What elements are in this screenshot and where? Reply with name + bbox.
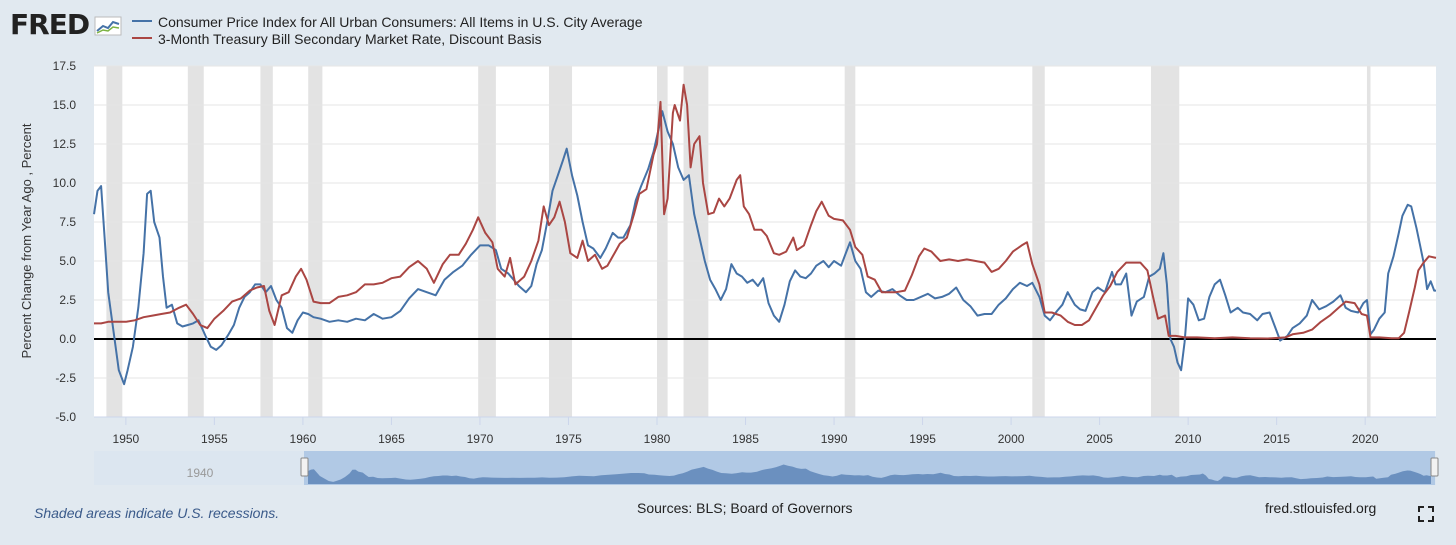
fred-logo[interactable]: FRED [10, 8, 122, 41]
recession-band-6 [657, 66, 668, 417]
legend-label-cpi: Consumer Price Index for All Urban Consu… [158, 14, 643, 30]
y-tick-label-1: -2.5 [55, 371, 76, 385]
x-tick-label-4: 1970 [467, 432, 494, 446]
y-axis-label: Percent Change from Year Ago , Percent [19, 123, 34, 358]
x-tick-label-13: 2015 [1263, 432, 1290, 446]
fullscreen-icon[interactable] [1418, 506, 1434, 522]
series-lines [93, 83, 1437, 386]
x-tick-label-1: 1955 [201, 432, 228, 446]
recession-band-9 [1032, 66, 1045, 417]
recession-band-11 [1366, 66, 1371, 417]
series-line-tbill [94, 83, 1437, 340]
range-navigator[interactable]: 1940 [94, 451, 1439, 485]
y-tick-label-0: -5.0 [55, 410, 76, 424]
legend-label-tbill: 3-Month Treasury Bill Secondary Market R… [158, 31, 542, 47]
y-tick-label-5: 7.5 [59, 215, 76, 229]
recession-band-3 [308, 66, 323, 417]
x-tick-label-14: 2020 [1352, 432, 1379, 446]
navigator-handle-left[interactable] [300, 457, 309, 477]
y-tick-label-8: 15.0 [53, 98, 77, 112]
recession-band-1 [187, 66, 204, 417]
chart-legend: Consumer Price Index for All Urban Consu… [132, 14, 643, 48]
x-tick-label-11: 2005 [1086, 432, 1113, 446]
x-tick-label-9: 1995 [909, 432, 936, 446]
series-line-cpi [93, 110, 1436, 386]
chart-area: -5.0 -2.5 0.0 2.5 5.0 7.5 10.0 12.5 15.0 17.5 195… [19, 59, 1439, 485]
recession-band-10 [1150, 66, 1180, 417]
plot-background [94, 66, 1436, 417]
y-tick-label-7: 12.5 [53, 137, 77, 151]
y-tick-label-9: 17.5 [53, 59, 77, 73]
site-link[interactable]: fred.stlouisfed.org [1265, 500, 1377, 516]
fred-logo-text: FRED [10, 8, 90, 41]
recession-band-0 [106, 66, 123, 417]
y-tick-label-2: 0.0 [59, 332, 76, 346]
recession-band-5 [549, 66, 573, 417]
legend-item-tbill[interactable]: 3-Month Treasury Bill Secondary Market R… [132, 31, 643, 48]
chart-header: FRED Consumer Price Index for All Urban … [0, 0, 1456, 56]
y-tick-label-6: 10.0 [53, 176, 77, 190]
navigator-handle-right[interactable] [1430, 457, 1439, 477]
legend-swatch-cpi [132, 20, 152, 23]
y-tick-label-3: 2.5 [59, 293, 76, 307]
navigator-label-1940: 1940 [187, 466, 214, 480]
sources-text: Sources: BLS; Board of Governors [637, 500, 853, 516]
navigator-series-area [308, 464, 1431, 484]
x-tick-label-2: 1960 [290, 432, 317, 446]
legend-item-cpi[interactable]: Consumer Price Index for All Urban Consu… [132, 14, 643, 31]
x-tick-label-0: 1950 [113, 432, 140, 446]
legend-swatch-tbill [132, 37, 152, 40]
fred-logo-graph-icon [94, 16, 122, 36]
x-tick-label-5: 1975 [555, 432, 582, 446]
x-tick-label-10: 2000 [998, 432, 1025, 446]
x-tick-label-3: 1965 [378, 432, 405, 446]
recession-band-2 [260, 66, 273, 417]
y-tick-label-4: 5.0 [59, 254, 76, 268]
recession-note: Shaded areas indicate U.S. recessions. [34, 505, 280, 521]
x-tick-label-8: 1990 [821, 432, 848, 446]
x-tick-label-7: 1985 [732, 432, 759, 446]
x-tick-label-12: 2010 [1175, 432, 1202, 446]
y-axis-ticks: -5.0 -2.5 0.0 2.5 5.0 7.5 10.0 12.5 15.0 17.5 [53, 59, 77, 424]
x-tick-label-6: 1980 [644, 432, 671, 446]
recession-band-4 [478, 66, 496, 417]
x-axis-ticks: 1950 1955 1960 1965 1970 1975 1980 1985 1990 1995… [94, 416, 1436, 446]
